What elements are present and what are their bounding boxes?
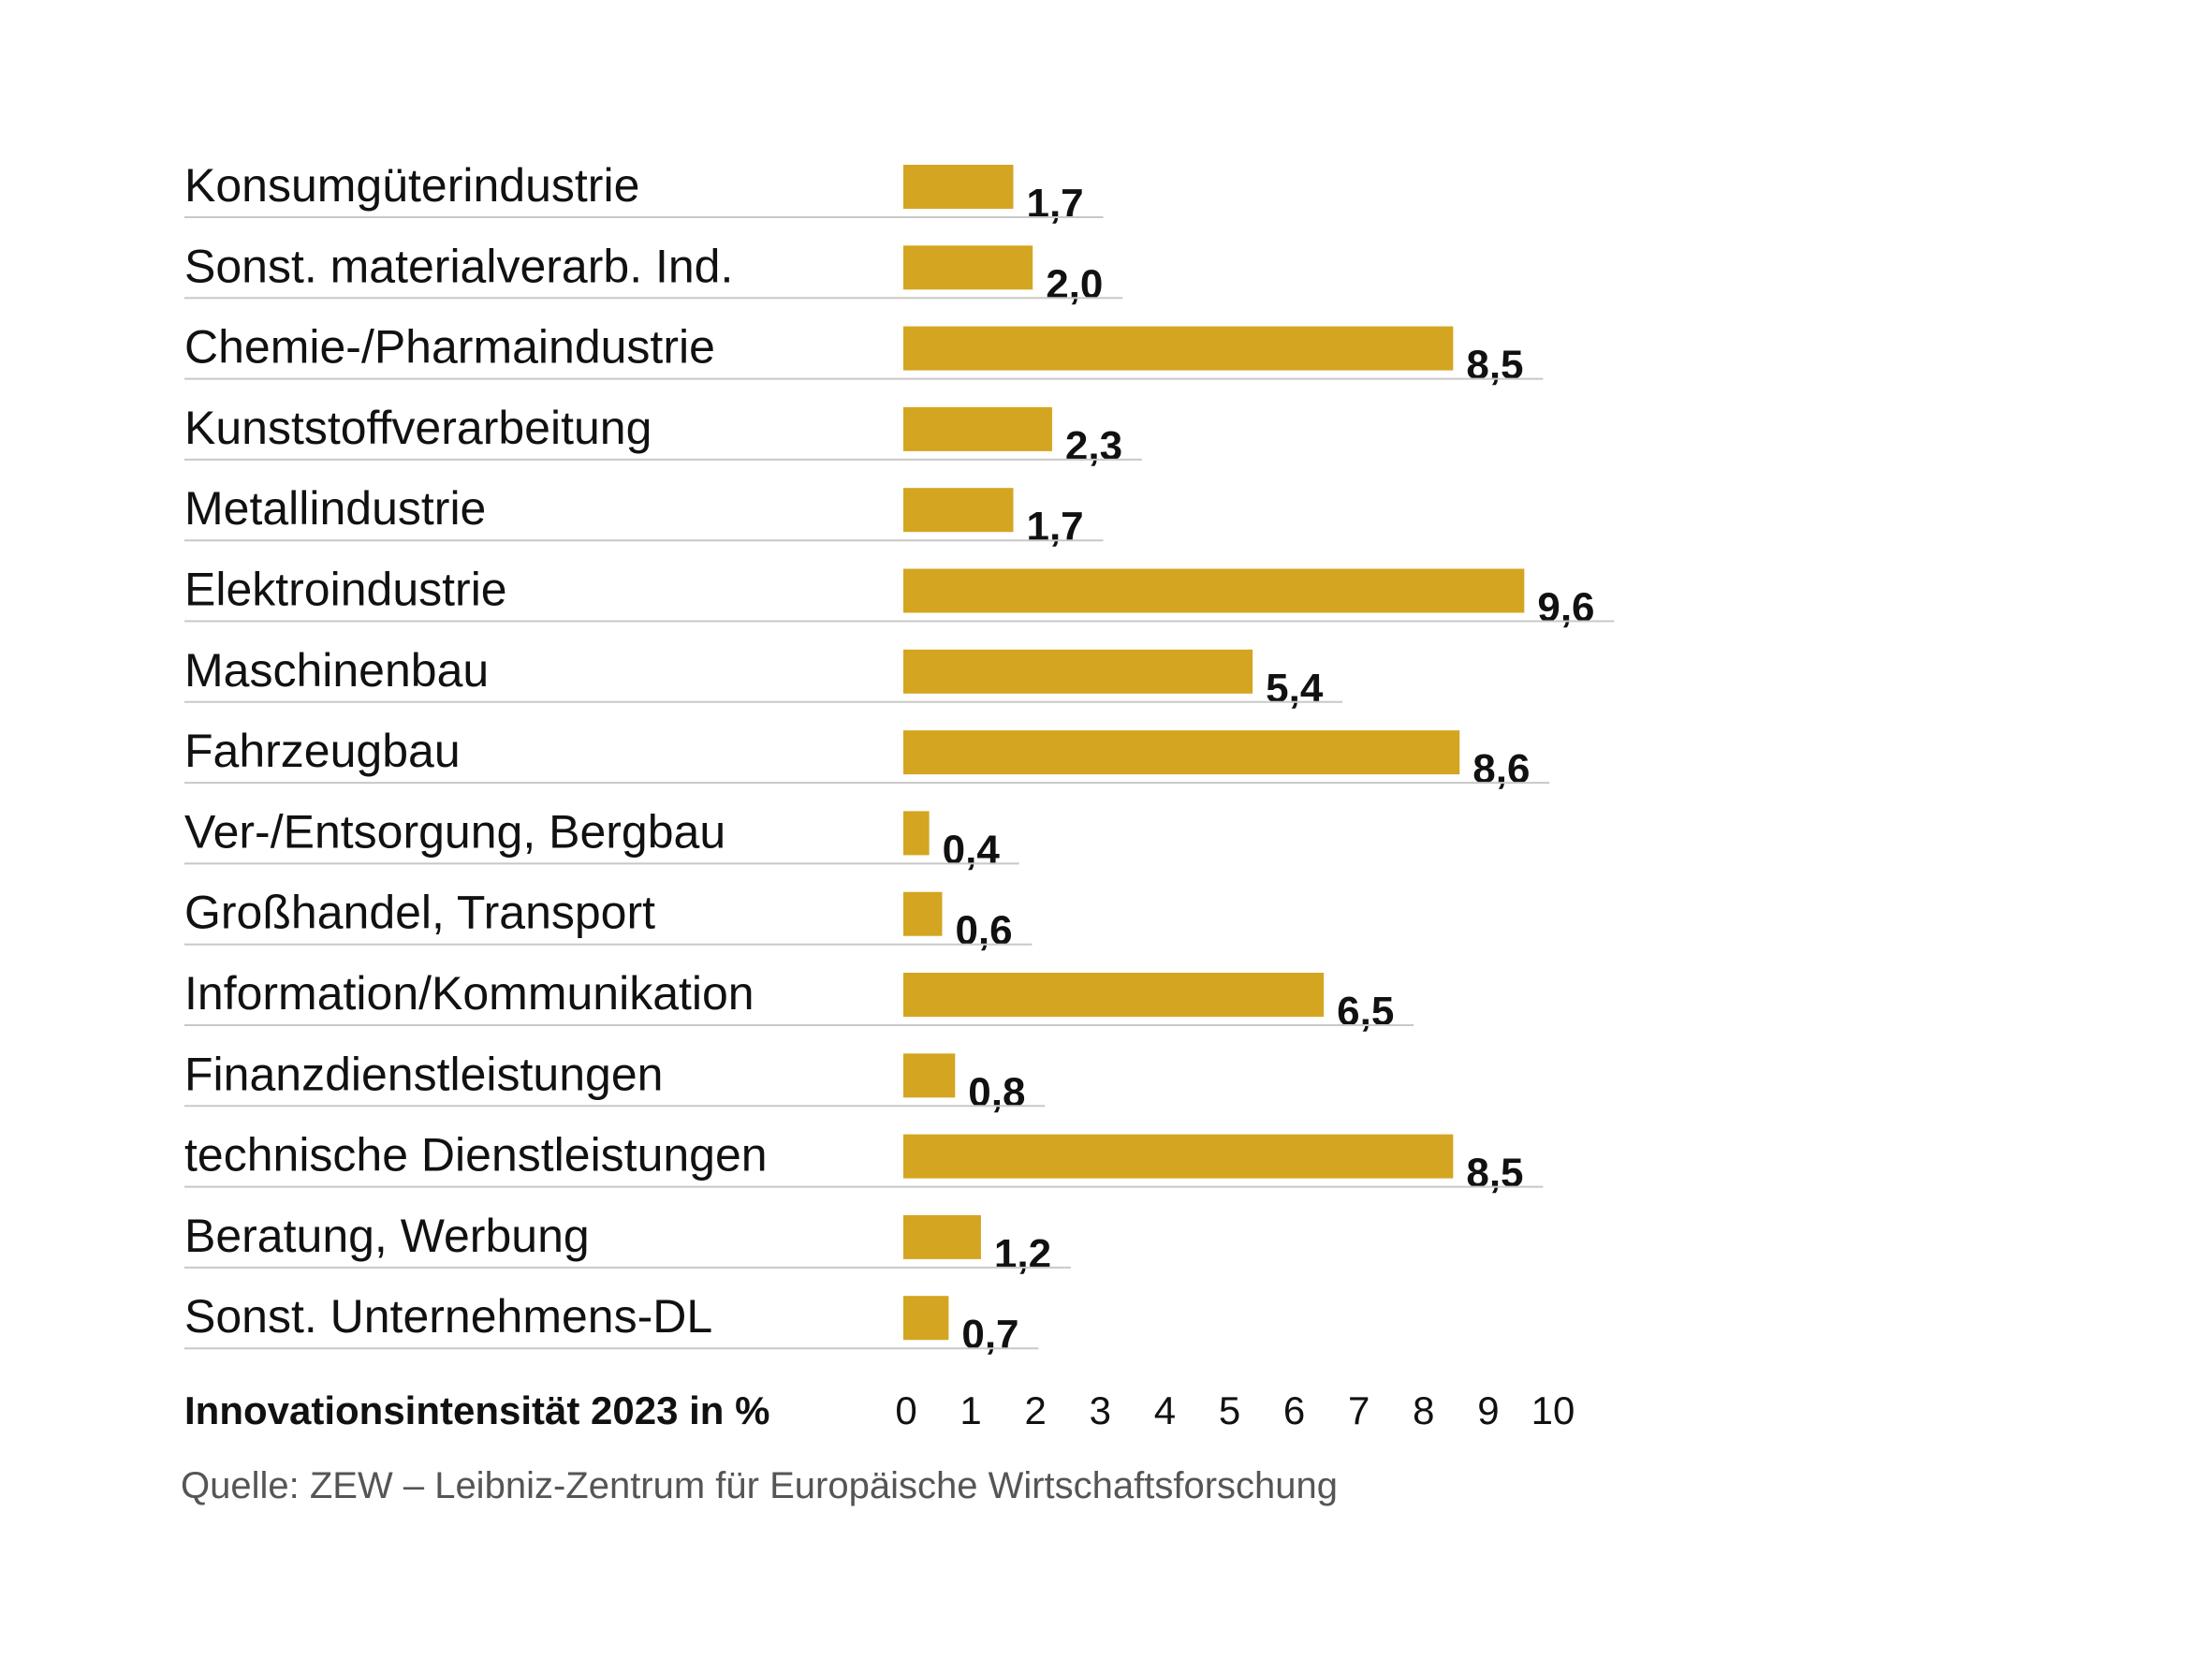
data-label: 1,7	[1026, 181, 1083, 227]
bar	[903, 1053, 956, 1098]
bar	[903, 245, 1033, 290]
x-tick-label: 1	[960, 1388, 981, 1432]
bar	[903, 1296, 949, 1341]
bar	[903, 973, 1325, 1017]
x-tick-label: 9	[1477, 1388, 1499, 1432]
category-label: Information/Kommunikation	[184, 967, 754, 1020]
category-label: Elektroindustrie	[184, 564, 507, 616]
x-tick-label: 0	[895, 1388, 916, 1432]
bar	[903, 165, 1014, 209]
x-axis-ticks: 0 1 2 3 4 5 6 7 8 9 10	[895, 1388, 1575, 1432]
data-label: 1,7	[1026, 504, 1083, 550]
data-label: 0,4	[943, 827, 1001, 873]
bar	[903, 568, 1525, 613]
category-label: Beratung, Werbung	[184, 1210, 590, 1262]
category-label: Maschinenbau	[184, 644, 489, 697]
data-label: 8,5	[1466, 343, 1523, 389]
x-tick-label: 7	[1348, 1388, 1370, 1432]
data-label: 2,0	[1046, 261, 1103, 307]
x-tick-label: 10	[1531, 1388, 1575, 1432]
category-label: Sonst. Unternehmens-DL	[184, 1290, 712, 1343]
category-label: technische Dienstleistungen	[184, 1129, 768, 1182]
data-label: 5,4	[1266, 666, 1324, 712]
bar	[903, 730, 1460, 775]
category-label: Chemie-/Pharmaindustrie	[184, 321, 715, 374]
x-tick-label: 8	[1413, 1388, 1434, 1432]
bar	[903, 891, 943, 936]
data-label: 8,5	[1466, 1151, 1523, 1197]
category-label: Kunststoffverarbeitung	[184, 402, 652, 454]
data-label: 0,7	[961, 1312, 1018, 1358]
data-label: 6,5	[1337, 989, 1394, 1035]
x-tick-label: 6	[1283, 1388, 1305, 1432]
x-axis-title: Innovationsintensität 2023 in %	[184, 1388, 769, 1432]
data-label: 8,6	[1472, 746, 1530, 792]
data-label: 9,6	[1537, 585, 1594, 631]
category-label: Finanzdienstleistungen	[184, 1048, 663, 1100]
bar	[903, 811, 930, 856]
category-label: Sonst. materialverarb. Ind.	[184, 240, 733, 292]
x-tick-label: 5	[1219, 1388, 1240, 1432]
data-label: 0,6	[955, 908, 1012, 954]
source-note: Quelle: ZEW – Leibniz-Zentrum für Europä…	[181, 1465, 1338, 1506]
category-label: Konsumgüterindustrie	[184, 159, 639, 212]
data-label: 0,8	[968, 1069, 1025, 1115]
bar	[903, 326, 1454, 371]
data-label: 1,2	[994, 1231, 1051, 1277]
bar	[903, 488, 1014, 533]
bar	[903, 649, 1253, 694]
category-label: Fahrzeugbau	[184, 725, 461, 777]
chart-rows: Konsumgüterindustrie 1,7 Sonst. materialve…	[184, 159, 1615, 1358]
bar	[903, 1134, 1454, 1179]
category-label: Ver-/Entsorgung, Bergbau	[184, 805, 725, 858]
bar	[903, 1214, 981, 1259]
data-label: 2,3	[1065, 423, 1122, 469]
bar	[903, 406, 1052, 451]
x-tick-label: 2	[1025, 1388, 1047, 1432]
category-label: Metallindustrie	[184, 482, 486, 535]
x-tick-label: 3	[1090, 1388, 1111, 1432]
category-label: Großhandel, Transport	[184, 887, 655, 939]
x-tick-label: 4	[1154, 1388, 1176, 1432]
